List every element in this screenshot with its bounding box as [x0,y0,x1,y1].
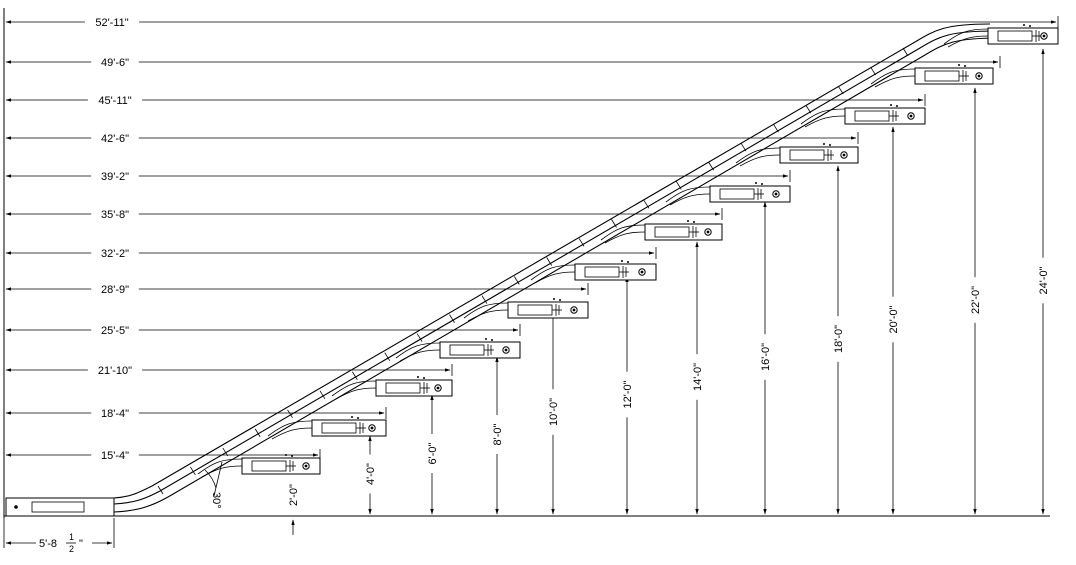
vertical-dimension-label: 16'-0" [760,343,772,371]
horizontal-dimension-label: 28'-9" [101,284,129,296]
rail-joint [611,219,617,228]
base-dimension: 5'-8 1 2 " [3,518,115,554]
vertical-dimension: 2'-0" [286,475,300,515]
base-dimension-inch-mark: " [79,538,83,550]
vertical-dimension-label: 12'-0" [622,380,634,408]
rail-joint [643,200,650,209]
vertical-dimension: 8'-0" [490,356,504,515]
rail-joint [902,47,909,57]
rail-joint [546,257,553,266]
vertical-dimension: 24'-0" [1036,48,1050,515]
vertical-dimension: 16'-0" [758,201,772,515]
horizontal-dimension-label: 32'-2" [101,248,129,260]
horizontal-dimension-label: 39'-2" [101,171,129,183]
rail-joint [837,85,844,95]
discharge-head [463,298,589,322]
horizontal-dimension: 39'-2" [5,169,791,183]
rail-joint [416,333,423,342]
rail-joint [254,428,261,438]
horizontal-dimension: 45'-11" [5,93,926,107]
discharge-head [267,416,387,440]
horizontal-dimension: 28'-9" [5,282,589,296]
vertical-dimension: 4'-0" [363,435,377,515]
horizontal-dimension-label: 15'-4" [101,450,129,462]
rail-joint [449,314,455,323]
vertical-dimension: 12'-0" [620,276,634,515]
vertical-dimension-label: 4'-0" [365,463,377,485]
angle-label: 30° [210,492,222,509]
horizontal-dimension: 35'-8" [5,207,723,221]
rail-joint [481,295,488,304]
rail-joint [675,181,682,190]
angle-annotation: 30° [204,461,223,509]
horizontal-dimension: 18'-4" [5,406,387,420]
vertical-dimension-label: 8'-0" [492,423,504,445]
vertical-dimension: 22'-0" [968,87,982,515]
vertical-dimension-label: 2'-0" [288,484,300,506]
horizontal-dimension: 42'-6" [5,131,859,145]
base-dimension-denominator: 2 [69,544,74,554]
discharge-head [800,104,926,128]
base-conveyor-section [5,497,115,517]
horizontal-dimension: 21'-10" [5,363,453,377]
vertical-dimension-label: 18'-0" [833,325,845,353]
base-dimension-numerator: 1 [69,532,74,542]
vertical-dimension-label: 24'-0" [1038,266,1050,294]
horizontal-dimension-label: 21'-10" [98,365,132,377]
rail-joint [708,162,714,171]
horizontal-dimension-label: 45'-11" [98,95,131,107]
vertical-dimension-label: 10'-0" [548,398,560,426]
discharge-head [395,338,521,362]
vertical-dimension-label: 14'-0" [692,363,704,391]
discharge-head-sections [197,24,1059,478]
rail-joint [287,409,293,419]
rail-joint [384,352,391,361]
discharge-head [735,143,859,167]
base-dimension-whole: 5'-8 [39,538,57,550]
rail-joint [319,390,326,399]
horizontal-dimension-label: 42'-6" [101,133,129,145]
horizontal-dimension-label: 35'-8" [101,209,129,221]
horizontal-dimension: 25'-5" [5,323,521,337]
vertical-dimension: 6'-0" [425,394,439,515]
rail-joint [222,447,229,457]
discharge-head [870,64,994,88]
rail-joint [578,238,585,247]
rail-joint [805,104,812,114]
discharge-head [530,260,657,284]
rail-joint-marks [157,47,909,495]
vertical-dimension: 20'-0" [886,126,900,515]
vertical-dimension-label: 20'-0" [888,305,900,333]
horizontal-dimension-label: 52'-11" [95,17,128,29]
rail-joint [352,371,358,380]
rail-joint [740,143,747,152]
horizontal-dimension: 49'-6" [5,55,1001,69]
vertical-dimension-label: 22'-0" [970,286,982,314]
vertical-dimension-label: 6'-0" [427,442,439,464]
horizontal-dimension-label: 18'-4" [101,408,129,420]
horizontal-dimension-label: 49'-6" [101,57,129,69]
horizontal-dimension: 32'-2" [5,246,657,260]
vertical-dimension: 18'-0" [831,165,845,515]
horizontal-dimension: 52'-11" [5,15,1059,29]
rail-joint [870,66,876,76]
rail-joint [773,123,779,133]
rail-joint [190,466,196,476]
horizontal-dimension-lines: 52'-11" 49'-6" 45'-11" 42'-6" 39'-2" 35'-8" 32… [5,15,1059,462]
discharge-head [197,454,321,478]
vertical-dimension-lines: 2'-0" 4'-0" 6'-0" 8'-0" 10'-0" 12'-0" 14'-0" 16… [286,48,1050,515]
discharge-head [331,376,453,400]
discharge-head [600,220,723,244]
vertical-dimension: 10'-0" [546,311,560,515]
horizontal-dimension: 15'-4" [5,448,321,462]
horizontal-dimension-label: 25'-5" [101,325,129,337]
discharge-head [943,24,1059,48]
rail-joint [157,485,164,495]
incline-rails [113,23,1001,513]
discharge-head [665,182,791,206]
vertical-dimension: 14'-0" [690,241,704,515]
rail-joint [513,276,520,285]
